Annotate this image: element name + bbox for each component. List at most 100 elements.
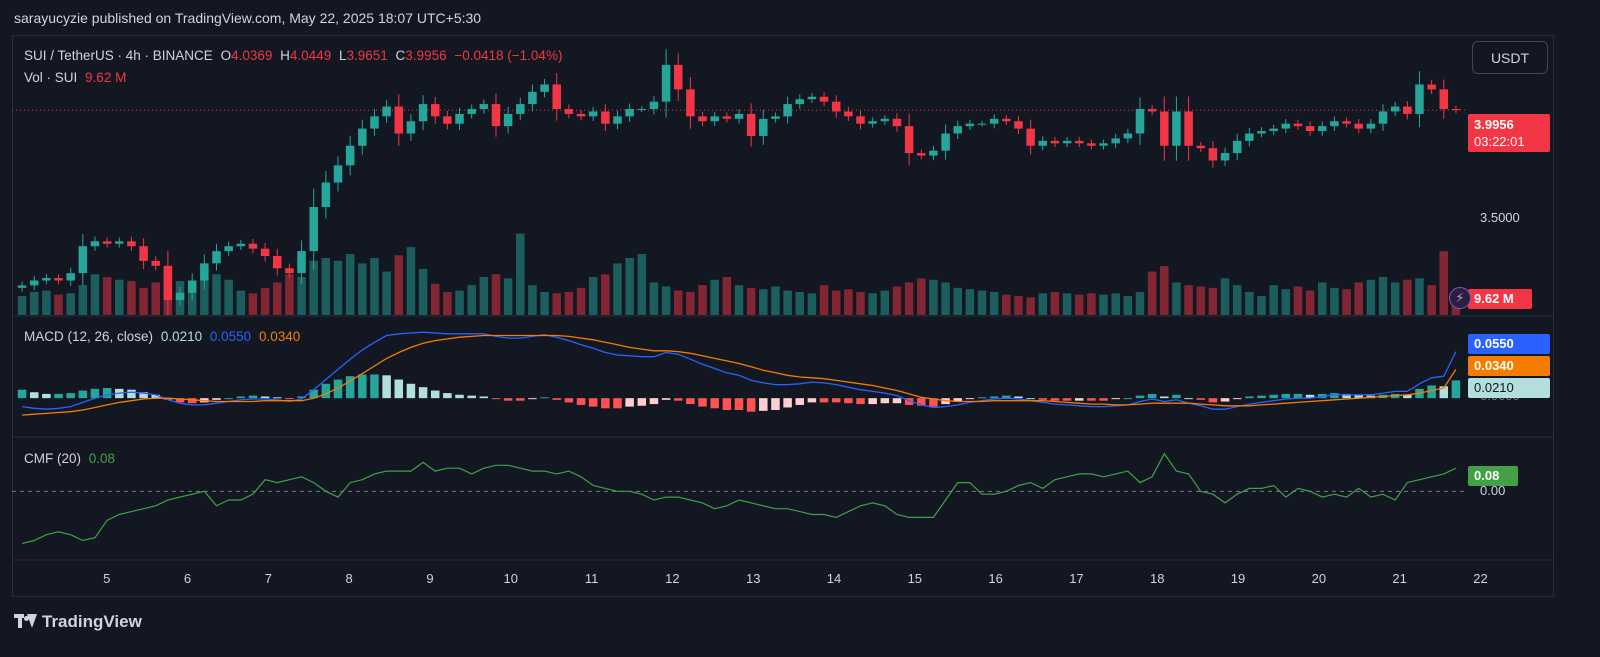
macd-histogram-bar <box>1232 398 1242 400</box>
macd-histogram-bar <box>1451 380 1461 399</box>
macd-histogram-bar <box>1099 398 1108 401</box>
volume-bar <box>649 282 659 315</box>
lightning-icon[interactable]: ⚡ <box>1449 287 1471 309</box>
macd-histogram-bar <box>844 398 853 404</box>
candle-body <box>1026 128 1035 146</box>
candle-body <box>868 121 877 124</box>
candle-body <box>1415 84 1424 114</box>
time-axis-tick: 5 <box>103 571 111 586</box>
volume-legend[interactable]: Vol · SUI 9.62 M <box>24 70 130 85</box>
volume-bar <box>673 290 683 315</box>
volume-bar <box>746 287 756 315</box>
macd-histogram-bar <box>1269 394 1278 399</box>
macd-histogram-bar <box>479 396 489 399</box>
macd-histogram-bar <box>66 393 75 399</box>
volume-bar <box>1305 290 1315 315</box>
volume-bar <box>1220 278 1230 315</box>
macd-histogram-bar <box>734 398 744 410</box>
volume-bar <box>516 233 525 315</box>
candle-body <box>819 96 829 102</box>
candle-body <box>321 182 331 207</box>
macd-histogram-bar <box>370 374 379 399</box>
candle-body <box>795 99 805 105</box>
volume-bar <box>1026 297 1035 315</box>
candle-body <box>929 150 938 156</box>
volume-bar <box>333 260 343 315</box>
volume-bar <box>613 263 622 315</box>
volume-bar <box>236 290 246 315</box>
symbol-name[interactable]: SUI / TetherUS · 4h · BINANCE <box>24 48 213 63</box>
symbol-legend[interactable]: SUI / TetherUS · 4h · BINANCE O4.0369 H4… <box>24 48 566 63</box>
volume-bar <box>710 279 719 315</box>
volume-bar <box>601 274 610 315</box>
volume-bar <box>1184 285 1193 315</box>
candle-body <box>625 109 634 117</box>
volume-bar <box>831 290 841 315</box>
macd-histogram-bar <box>1002 395 1011 399</box>
macd-histogram-bar <box>1293 393 1303 399</box>
candle-body <box>382 106 391 117</box>
candle-body <box>953 126 962 134</box>
volume-bar <box>212 274 221 315</box>
candle-body <box>722 116 732 119</box>
macd-histogram-bar <box>1172 394 1181 399</box>
candle-body <box>977 123 987 125</box>
macd-histogram-bar <box>576 398 586 405</box>
macd-histogram-bar <box>1111 398 1120 400</box>
candle-body <box>139 246 148 261</box>
cmf-legend[interactable]: CMF (20) 0.08 <box>24 451 119 466</box>
macd-histogram-bar <box>819 398 829 403</box>
candle-body <box>649 101 659 109</box>
candle-body <box>771 116 780 119</box>
macd-histogram-bar <box>358 374 367 399</box>
volume-bar <box>1293 286 1303 315</box>
candle-body <box>1160 111 1169 146</box>
candle-body <box>904 126 914 154</box>
volume-bar <box>248 293 258 315</box>
volume-bar <box>953 287 962 315</box>
candle-body <box>467 109 476 114</box>
volume-bar <box>698 285 707 315</box>
candle-body <box>1245 133 1254 141</box>
candle-body <box>540 84 549 92</box>
volume-bar <box>1232 285 1242 315</box>
cmf-value: 0.08 <box>88 451 116 466</box>
volume-bar <box>977 290 987 315</box>
volume-bar <box>151 282 160 315</box>
macd-histogram-bar <box>127 389 136 399</box>
volume-bar <box>1062 293 1072 315</box>
macd-line-tag: 0.0550 <box>1468 334 1550 354</box>
time-axis-tick: 15 <box>907 571 923 586</box>
macd-histogram-bar <box>345 376 355 399</box>
candle-body <box>1038 140 1048 146</box>
macd-legend[interactable]: MACD (12, 26, close) 0.0210 0.0550 0.034… <box>24 329 304 344</box>
volume-bar <box>467 285 476 315</box>
volume-bar <box>503 278 513 315</box>
volume-bar <box>1172 282 1181 315</box>
macd-histogram-bar <box>722 398 732 410</box>
currency-button[interactable]: USDT <box>1472 41 1548 74</box>
volume-bar <box>783 290 792 315</box>
macd-histogram-bar <box>1245 396 1254 399</box>
macd-histogram-bar <box>1050 398 1060 401</box>
cmf-label: CMF (20) <box>24 451 81 466</box>
volume-bar <box>54 294 63 315</box>
candle-body <box>844 111 853 117</box>
volume-bar <box>370 258 379 315</box>
volume-bar <box>856 291 865 315</box>
candle-body <box>151 260 160 266</box>
candle-body <box>917 153 926 156</box>
candle-body <box>892 118 902 127</box>
close-value: 3.9956 <box>405 48 447 63</box>
candle-body <box>746 113 756 136</box>
macd-histogram-bar <box>29 392 39 399</box>
candle-body <box>503 113 513 127</box>
time-axis-tick: 6 <box>183 571 192 586</box>
macd-histogram-bar <box>236 396 246 399</box>
macd-histogram-bar <box>491 398 501 400</box>
candle-body <box>1354 123 1363 129</box>
candle-body <box>1451 109 1461 111</box>
macd-histogram-bar <box>187 398 197 404</box>
candle-body <box>576 113 586 117</box>
